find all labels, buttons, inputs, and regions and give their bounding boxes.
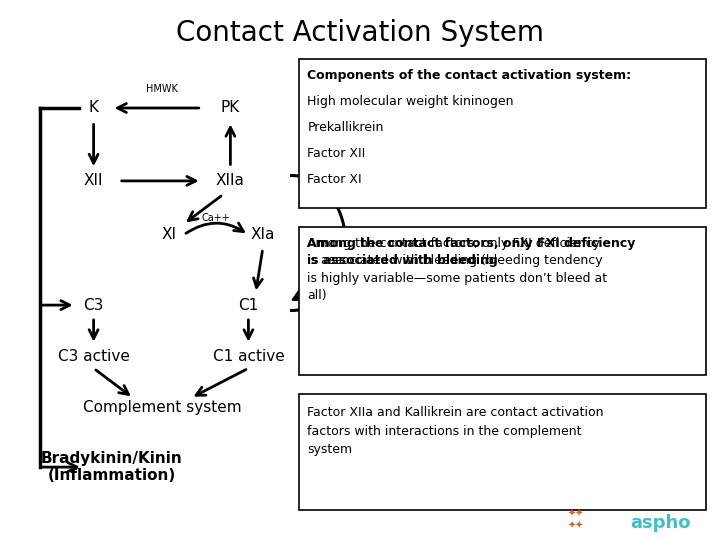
Text: Bradykinin/Kinin
(Inflammation): Bradykinin/Kinin (Inflammation): [41, 451, 182, 483]
Text: High molecular weight kininogen: High molecular weight kininogen: [307, 95, 514, 108]
Text: HMWK: HMWK: [146, 84, 178, 94]
FancyBboxPatch shape: [299, 227, 706, 375]
Text: Factor XI: Factor XI: [307, 173, 362, 186]
Text: ✦✦
✦✦: ✦✦ ✦✦: [568, 509, 584, 530]
Text: XI: XI: [162, 227, 176, 242]
Text: C3 active: C3 active: [58, 349, 130, 364]
Text: C1: C1: [238, 298, 258, 313]
Text: Complement system: Complement system: [83, 400, 241, 415]
Text: PK: PK: [221, 100, 240, 116]
FancyBboxPatch shape: [299, 394, 706, 510]
Text: Among the contact factors, only FXI deficiency
is associated with bleeding (blee: Among the contact factors, only FXI defi…: [307, 237, 608, 302]
Text: XIa: XIa: [251, 227, 275, 242]
Text: Ca++: Ca++: [202, 213, 230, 223]
FancyBboxPatch shape: [299, 59, 706, 208]
Text: C3: C3: [84, 298, 104, 313]
Text: XII: XII: [84, 173, 104, 188]
Text: K: K: [89, 100, 99, 116]
Text: XIIa: XIIa: [216, 173, 245, 188]
Text: Components of the contact activation system:: Components of the contact activation sys…: [307, 69, 631, 82]
Text: Among the contact factors, only FXI deficiency
is associated with bleeding: Among the contact factors, only FXI defi…: [307, 237, 636, 267]
Text: Factor XIIa and Kallikrein are contact activation
factors with interactions in t: Factor XIIa and Kallikrein are contact a…: [307, 406, 604, 456]
Text: aspho: aspho: [631, 514, 691, 532]
Text: Prekallikrein: Prekallikrein: [307, 121, 384, 134]
Text: C1 active: C1 active: [212, 349, 284, 364]
Text: Factor XII: Factor XII: [307, 147, 366, 160]
Text: Contact Activation System: Contact Activation System: [176, 19, 544, 47]
